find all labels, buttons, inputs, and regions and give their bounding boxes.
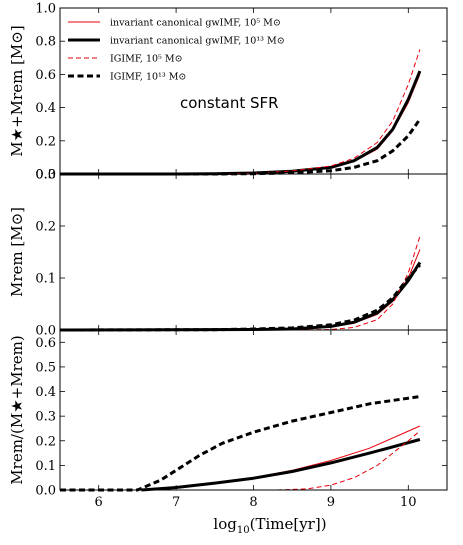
legend-label-3: IGIMF, 10⁵ M⊙ [110, 54, 183, 65]
series-line-3 [276, 430, 421, 491]
x-axis-label-log: log [213, 515, 237, 533]
panel-3: 6 7 8 9 10 0.0 0.1 0.2 0.3 0.4 0.5 0.6 Mrem/(M★+Mrem… [8, 329, 448, 510]
y-axis-label: M★+Mrem [M⊙] [8, 25, 26, 156]
y-axis-label: Mrem/(M★+Mrem) [8, 335, 26, 484]
series-line-1 [141, 425, 421, 491]
legend-label-4: IGIMF, 10¹³ M⊙ [110, 72, 186, 83]
plot-frame [59, 329, 448, 491]
x-tick-label: 8 [249, 495, 257, 510]
y-tick-label: 0.4 [35, 101, 56, 116]
series-line-1 [60, 74, 421, 175]
y-tick-label: 0.8 [35, 35, 56, 50]
x-tick-label: 6 [95, 495, 103, 510]
panel-1: 0.0 0.2 0.4 0.6 0.8 1.0 M★+Mrem [M⊙] constant S… [8, 2, 448, 183]
y-tick-label: 0.4 [35, 385, 56, 400]
y-tick-label: 0.1 [35, 459, 56, 474]
series-line-4 [60, 118, 422, 176]
y-tick-label: 0.2 [35, 220, 56, 235]
y-tick-label: 0.0 [35, 168, 56, 183]
legend-label-1: invariant canonical gwIMF, 10⁵ M⊙ [110, 18, 281, 29]
y-tick-label: 0.5 [35, 360, 56, 375]
x-tick-label: 7 [172, 495, 180, 510]
x-axis-label-sub: 10 [237, 525, 250, 536]
series-line-2 [60, 70, 422, 176]
y-tick-label: 0.3 [35, 410, 56, 425]
y-tick-label: 1.0 [35, 2, 56, 17]
series-line-2 [141, 438, 421, 492]
annotation-text: constant SFR [180, 94, 279, 112]
y-tick-label: 0.6 [35, 68, 56, 83]
series-line-2 [59, 261, 422, 332]
plot-frame [59, 173, 448, 331]
legend: invariant canonical gwIMF, 10⁵ M⊙ invaria… [68, 18, 285, 83]
plot-frame [59, 7, 448, 175]
y-tick-label: 0.6 [35, 336, 56, 351]
x-axis-label: log10(Time[yr]) [213, 515, 326, 536]
legend-label-2: invariant canonical gwIMF, 10¹³ M⊙ [110, 36, 285, 47]
y-tick-label: 0.3 [35, 168, 56, 183]
x-tick-label: 10 [400, 495, 417, 510]
y-tick-label: 0.2 [35, 434, 56, 449]
y-tick-label: 0.1 [35, 272, 56, 287]
y-axis-label: Mrem [M⊙] [8, 207, 26, 297]
series-line-4 [60, 395, 421, 492]
x-axis-label-rest: (Time[yr]) [250, 515, 327, 533]
x-tick-label: 9 [327, 495, 335, 510]
series-line-3 [60, 236, 421, 331]
y-tick-label: 0.2 [35, 134, 56, 149]
series-line-3 [60, 49, 421, 175]
series-line-4 [59, 264, 422, 332]
y-tick-label: 0.0 [35, 484, 56, 499]
panel-2: 0.0 0.1 0.2 0.3 Mrem [M⊙] [8, 168, 448, 339]
y-tick-label: 0.0 [35, 324, 56, 339]
